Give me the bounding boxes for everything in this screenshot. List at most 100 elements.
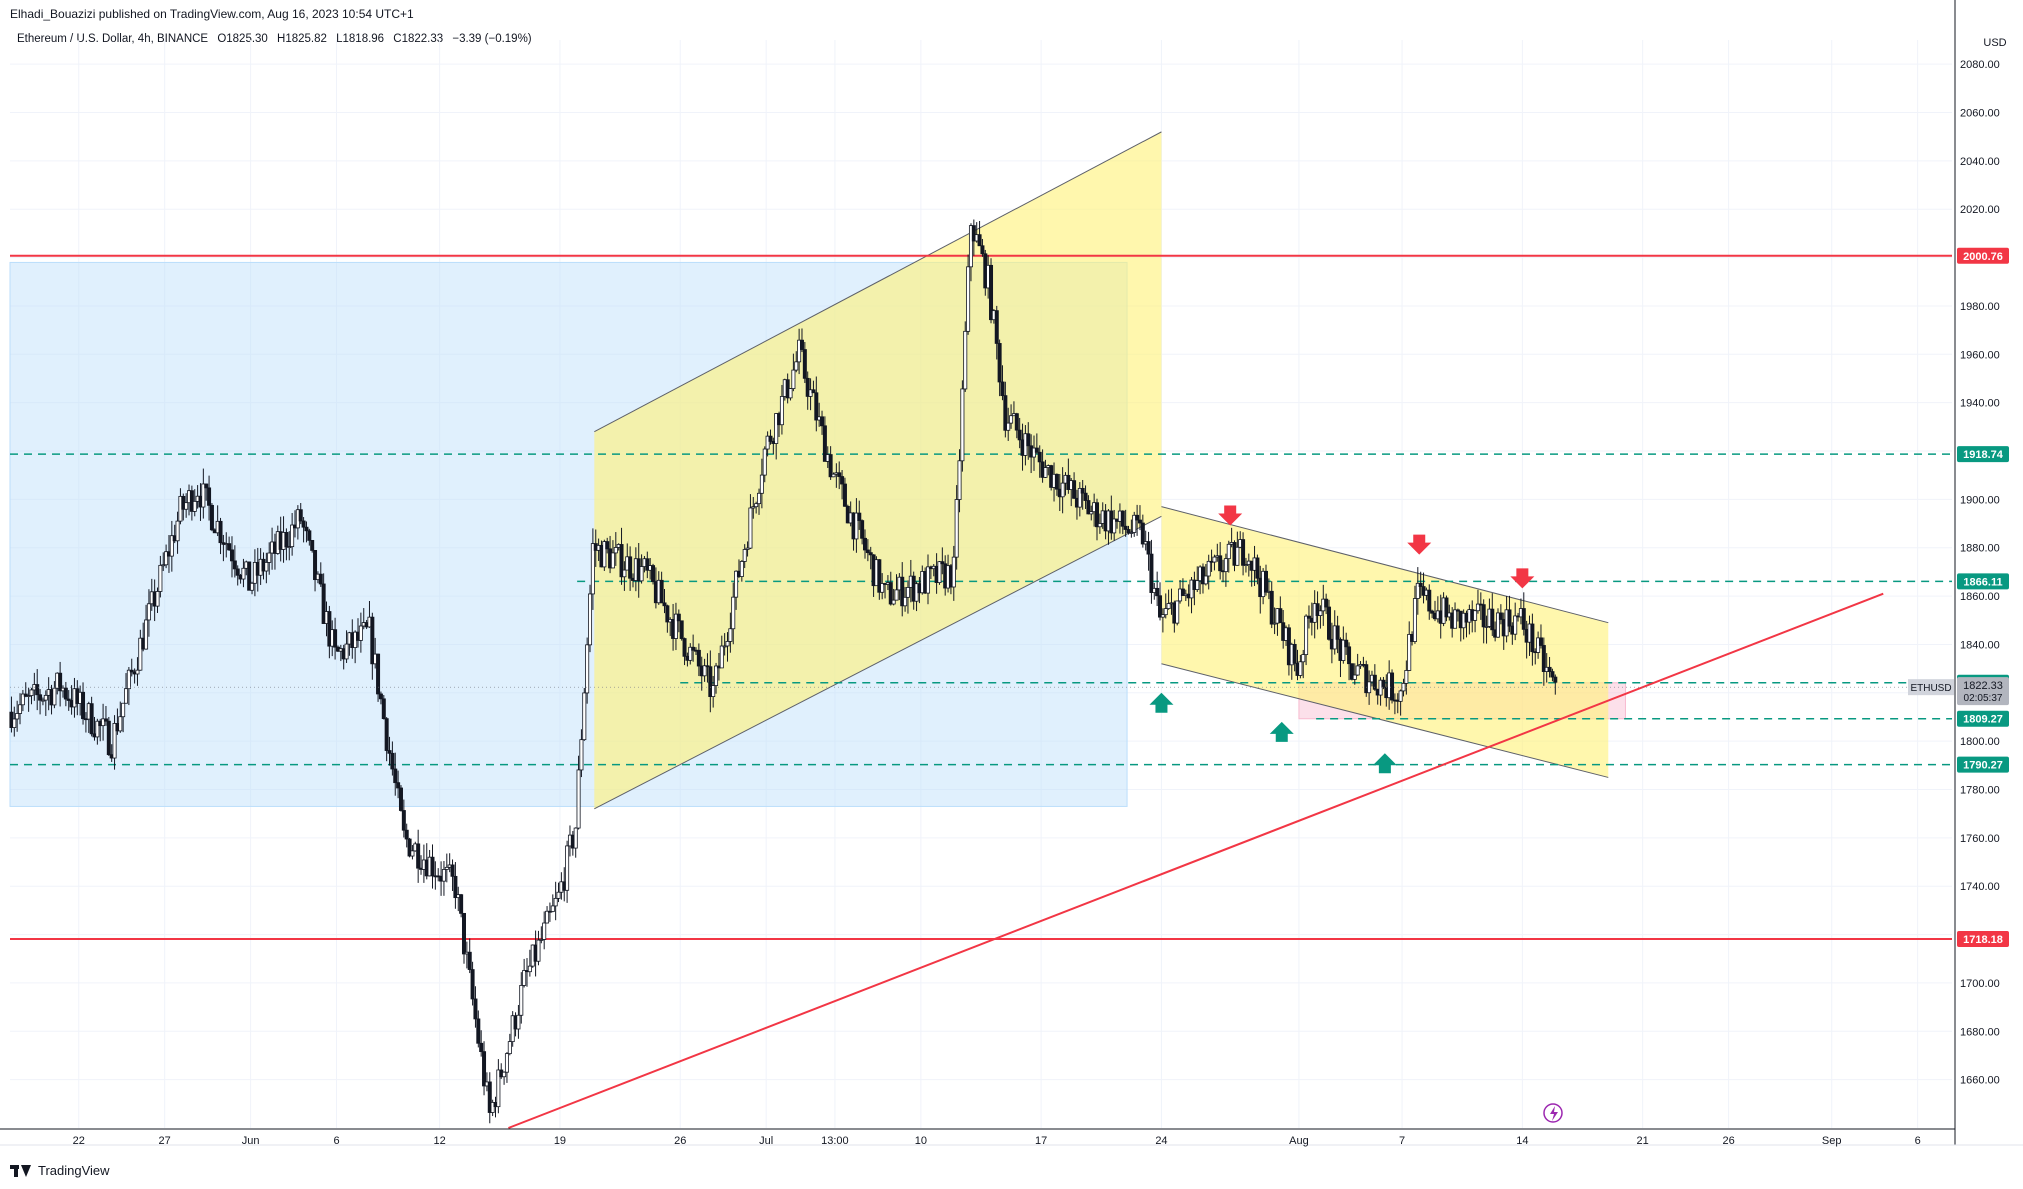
candle-body xyxy=(1415,582,1420,599)
candle-body xyxy=(754,503,759,508)
candle-body xyxy=(1200,566,1205,585)
lightning-icon xyxy=(1543,1103,1563,1123)
candle-body xyxy=(1496,612,1501,638)
candle-body xyxy=(1364,664,1369,694)
candle-body xyxy=(779,396,784,426)
symbol-tag: ETHUSD xyxy=(1910,683,1951,694)
candle-body xyxy=(1473,610,1478,621)
candle-body xyxy=(1155,587,1160,597)
time-tick-label: 6 xyxy=(1915,1135,1921,1147)
candle-body xyxy=(227,543,232,551)
candle-body xyxy=(290,524,295,548)
time-tick-label: 24 xyxy=(1155,1135,1167,1147)
candle-body xyxy=(765,435,770,450)
candle-body xyxy=(201,483,206,508)
candle-body xyxy=(416,843,421,869)
candle-body xyxy=(1327,606,1332,640)
price-tick-label: 2060.00 xyxy=(1960,108,2000,120)
candle-body xyxy=(957,460,962,500)
candle-body xyxy=(461,912,466,955)
candle-body xyxy=(103,718,108,722)
candle-body xyxy=(639,566,644,582)
candle-body xyxy=(15,713,20,720)
candle-body xyxy=(404,829,409,840)
candle-body xyxy=(23,693,28,697)
candle-body xyxy=(1140,522,1145,545)
countdown-label: 02:05:37 xyxy=(1964,693,2003,704)
candle-body xyxy=(891,599,896,605)
price-tick-label: 1980.00 xyxy=(1960,301,2000,313)
candle-body xyxy=(450,864,455,877)
price-tick-label: 1700.00 xyxy=(1960,978,2000,990)
candle-body xyxy=(576,769,581,829)
rising-channel xyxy=(594,131,1162,809)
candle-body xyxy=(748,507,753,549)
candle-body xyxy=(1017,429,1022,441)
candle-body xyxy=(1298,661,1303,676)
candle-body xyxy=(1341,639,1346,661)
candle-body xyxy=(250,582,255,591)
candle-body xyxy=(691,646,696,651)
candle-body xyxy=(711,685,716,698)
candle-body xyxy=(490,1102,495,1113)
candle-body xyxy=(184,502,189,510)
candle-body xyxy=(267,552,272,563)
candle-body xyxy=(579,739,584,771)
candle-body xyxy=(811,389,816,394)
candle-body xyxy=(705,665,710,668)
candle-body xyxy=(95,720,100,738)
candle-body xyxy=(840,476,845,485)
candle-body xyxy=(968,225,973,268)
candle-body xyxy=(926,566,931,594)
price-badge-label: 2000.76 xyxy=(1963,251,2003,263)
time-tick-label: Jun xyxy=(242,1135,260,1147)
candle-body xyxy=(1086,500,1091,515)
current-price-label: 1822.33 xyxy=(1963,680,2003,692)
candle-body xyxy=(1241,539,1246,566)
price-tick-label: 2080.00 xyxy=(1960,59,2000,71)
candle-body xyxy=(1043,467,1048,478)
candle-body xyxy=(1226,543,1231,560)
candle-body xyxy=(158,564,163,592)
legend-symbol[interactable]: Ethereum / U.S. Dollar, 4h, BINANCE xyxy=(17,33,209,45)
candle-body xyxy=(545,910,550,924)
candle-body xyxy=(441,869,446,882)
price-tick-label: 1680.00 xyxy=(1960,1026,2000,1038)
symbol-legend: Ethereum / U.S. Dollar, 4h, BINANCE O182… xyxy=(17,33,538,45)
time-tick-label: Aug xyxy=(1289,1135,1309,1147)
candle-body xyxy=(1444,597,1449,618)
candle-body xyxy=(688,646,693,661)
candle-body xyxy=(241,567,246,580)
candle-body xyxy=(1550,671,1555,678)
candle-body xyxy=(1372,674,1377,690)
footer[interactable]: TradingView xyxy=(10,1163,110,1178)
candle-body xyxy=(788,388,793,399)
candle-body xyxy=(43,694,48,701)
candle-body xyxy=(673,613,678,639)
candle-body xyxy=(1541,645,1546,672)
candle-body xyxy=(1126,529,1131,534)
up-arrow-icon xyxy=(1149,692,1174,713)
candle-body xyxy=(900,576,905,607)
candle-body xyxy=(470,969,475,1000)
candle-body xyxy=(868,552,873,556)
candle-body xyxy=(662,602,667,607)
candle-body xyxy=(550,905,555,912)
time-tick-label: 14 xyxy=(1516,1135,1528,1147)
price-tick-label: 1660.00 xyxy=(1960,1075,2000,1087)
candle-body xyxy=(842,483,847,507)
candle-body xyxy=(553,897,558,907)
candle-body xyxy=(1000,381,1005,397)
price-tick-label: 1940.00 xyxy=(1960,398,2000,410)
candle-body xyxy=(980,245,985,255)
candle-body xyxy=(487,1081,492,1113)
candle-body xyxy=(696,649,701,667)
candle-body xyxy=(1026,433,1031,447)
candle-body xyxy=(1306,615,1311,619)
time-tick-label: 26 xyxy=(674,1135,686,1147)
candle-body xyxy=(1060,482,1065,498)
candle-body xyxy=(854,512,859,540)
time-tick-label: 22 xyxy=(73,1135,85,1147)
candle-body xyxy=(169,535,174,557)
